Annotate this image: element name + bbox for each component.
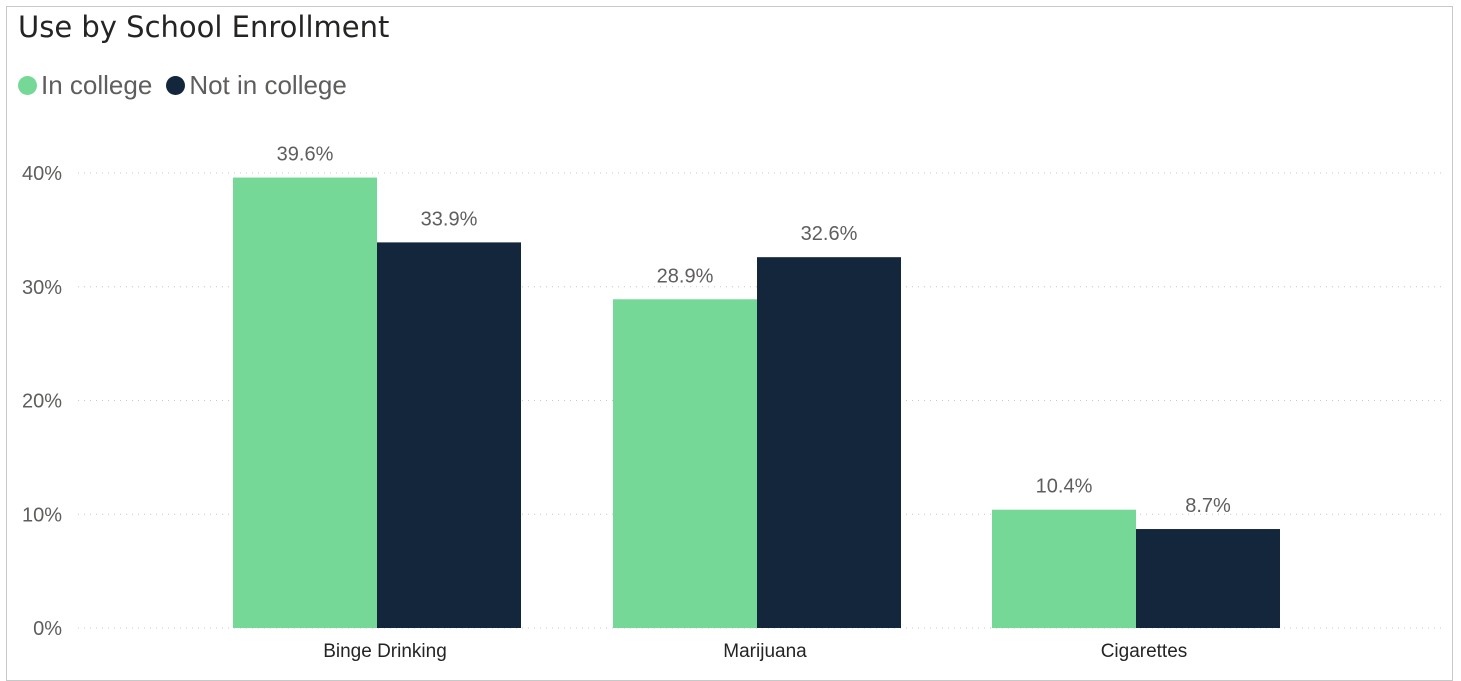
x-tick-label-2: Cigarettes — [1101, 641, 1188, 662]
x-tick-label-0: Binge Drinking — [323, 641, 447, 662]
legend-label-in-college: In college — [41, 70, 153, 100]
data-label-0-1: 28.9% — [657, 265, 714, 287]
legend-item-in-college[interactable]: In college — [18, 70, 152, 101]
bar-in-college-2[interactable] — [992, 509, 1136, 628]
legend: In college Not in college — [18, 70, 361, 101]
y-tick-label-2: 20% — [22, 391, 62, 413]
y-tick-label-0: 0% — [33, 618, 62, 640]
legend-dot-not-in-college — [166, 76, 186, 95]
data-label-1-1: 32.6% — [801, 223, 858, 245]
y-tick-label-4: 40% — [22, 163, 62, 185]
y-tick-label-1: 10% — [22, 504, 62, 526]
legend-label-not-in-college: Not in college — [189, 70, 347, 100]
bar-in-college-1[interactable] — [613, 299, 757, 628]
data-label-0-2: 10.4% — [1036, 476, 1093, 498]
data-label-0-0: 39.6% — [277, 144, 334, 166]
bar-not-in-college-1[interactable] — [757, 257, 901, 628]
data-label-1-0: 33.9% — [421, 208, 478, 230]
legend-item-not-in-college[interactable]: Not in college — [166, 70, 347, 101]
y-tick-label-3: 30% — [22, 277, 62, 299]
x-tick-label-1: Marijuana — [723, 641, 807, 662]
bar-not-in-college-2[interactable] — [1136, 529, 1280, 628]
bar-in-college-0[interactable] — [233, 177, 377, 629]
legend-dot-in-college — [18, 76, 37, 95]
chart-title: Use by School Enrollment — [18, 10, 390, 44]
bar-not-in-college-0[interactable] — [377, 242, 521, 628]
data-label-1-2: 8.7% — [1185, 495, 1231, 517]
